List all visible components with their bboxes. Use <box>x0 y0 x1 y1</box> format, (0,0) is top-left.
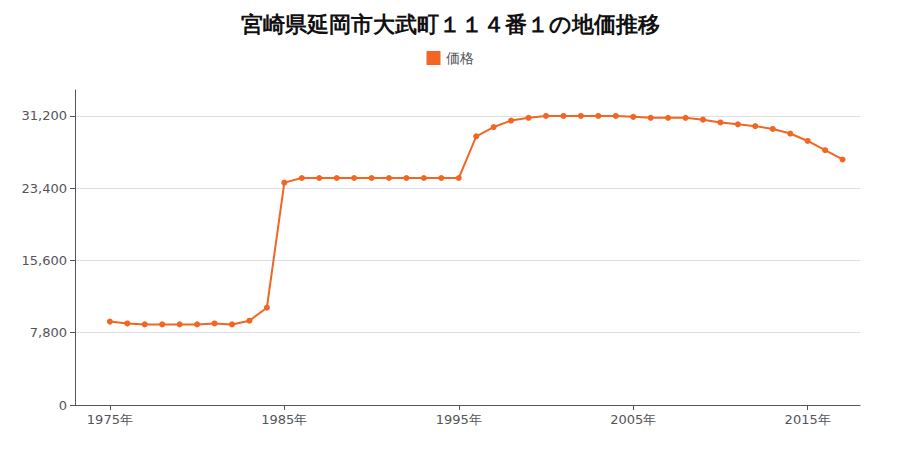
svg-text:宮崎県延岡市大武町１１４番１の地価推移: 宮崎県延岡市大武町１１４番１の地価推移 <box>241 12 660 37</box>
svg-text:0: 0 <box>59 398 67 413</box>
svg-text:1985年: 1985年 <box>261 412 307 427</box>
svg-text:1995年: 1995年 <box>436 412 482 427</box>
svg-text:31,200: 31,200 <box>22 108 68 123</box>
svg-text:価格: 価格 <box>446 50 474 66</box>
svg-text:15,600: 15,600 <box>22 253 68 268</box>
svg-text:1975年: 1975年 <box>87 412 133 427</box>
svg-text:7,800: 7,800 <box>30 325 67 340</box>
svg-text:2005年: 2005年 <box>610 412 656 427</box>
svg-text:2015年: 2015年 <box>785 412 831 427</box>
svg-text:23,400: 23,400 <box>22 181 68 196</box>
